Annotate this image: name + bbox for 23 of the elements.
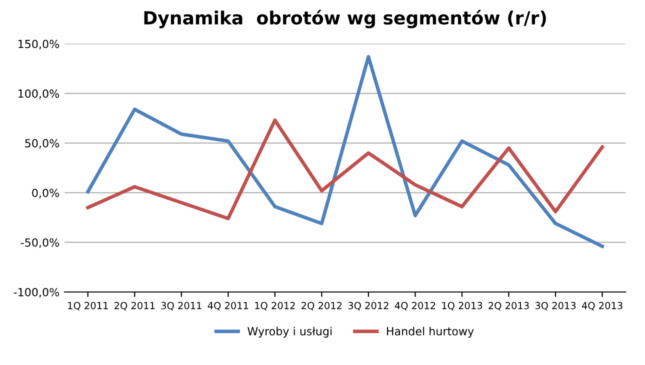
x-tick-label: 2Q 2013	[488, 302, 529, 310]
y-tick-label: -100,0%	[14, 288, 60, 298]
y-tick-label: 50,0%	[25, 139, 60, 149]
y-tick-label: 150,0%	[18, 40, 60, 50]
x-tick-label: 1Q 2013	[442, 302, 482, 310]
line-series	[86, 118, 604, 220]
chart-title: Dynamika obrotów wg segmentów (r/r)	[144, 10, 546, 28]
y-tick-label: 0,0%	[32, 188, 60, 198]
x-tick-label: 3Q 2012	[348, 302, 388, 310]
x-tick-label: 1Q 2012	[255, 302, 295, 310]
line-series	[86, 54, 604, 248]
x-tick-label: 1Q 2011	[68, 302, 108, 310]
x-tick-label: 4Q 2012	[394, 302, 436, 310]
x-tick-label: 3Q 2011	[161, 302, 202, 310]
x-tick-label: 4Q 2013	[582, 302, 622, 310]
x-tick-label: 2Q 2012	[302, 302, 342, 310]
legend-label: Wyroby i usługi	[248, 326, 332, 338]
x-tick-label: 3Q 2013	[535, 302, 576, 310]
legend-label: Handel hurtowy	[387, 326, 474, 338]
x-tick-label: 2Q 2011	[114, 302, 155, 310]
x-tick-label: 4Q 2011	[208, 302, 248, 310]
y-tick-label: 100,0%	[18, 89, 60, 99]
y-tick-label: -50,0%	[20, 238, 60, 248]
